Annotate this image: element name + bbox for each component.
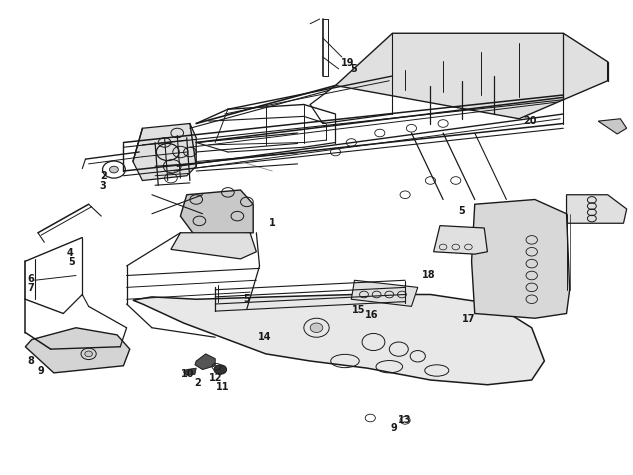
Text: 17: 17 (461, 314, 475, 324)
Polygon shape (351, 280, 418, 306)
Polygon shape (598, 119, 627, 134)
Text: 1: 1 (269, 218, 275, 228)
Polygon shape (472, 200, 570, 318)
Text: 14: 14 (258, 332, 272, 342)
Text: 5: 5 (350, 64, 356, 74)
Text: 5: 5 (459, 206, 465, 217)
Text: 6: 6 (27, 274, 34, 285)
Text: 16: 16 (365, 310, 379, 321)
Polygon shape (335, 33, 608, 119)
Circle shape (85, 351, 92, 357)
Text: 12: 12 (208, 373, 222, 383)
Polygon shape (434, 226, 487, 254)
Text: 2: 2 (194, 378, 201, 388)
Text: 8: 8 (27, 356, 34, 366)
Text: 11: 11 (216, 381, 230, 392)
Text: 15: 15 (352, 304, 366, 315)
Text: 3: 3 (100, 181, 106, 191)
Polygon shape (180, 190, 253, 238)
Text: 4: 4 (66, 247, 73, 258)
Polygon shape (25, 328, 130, 373)
Polygon shape (133, 124, 196, 180)
Circle shape (110, 166, 118, 173)
Polygon shape (567, 195, 627, 223)
Circle shape (310, 323, 323, 332)
Polygon shape (195, 354, 215, 370)
Text: 2: 2 (100, 171, 106, 181)
Text: 20: 20 (523, 116, 537, 126)
Text: 9: 9 (391, 423, 398, 434)
Text: 18: 18 (422, 270, 436, 281)
Text: 13: 13 (398, 415, 412, 426)
Polygon shape (133, 294, 544, 385)
Text: 5: 5 (244, 294, 250, 304)
Polygon shape (184, 368, 196, 375)
Text: 10: 10 (180, 369, 194, 380)
Text: 7: 7 (27, 283, 34, 294)
Text: 5: 5 (68, 257, 75, 267)
Text: 19: 19 (341, 57, 355, 68)
Polygon shape (171, 233, 256, 259)
Text: 9: 9 (38, 365, 44, 376)
Circle shape (214, 365, 227, 374)
